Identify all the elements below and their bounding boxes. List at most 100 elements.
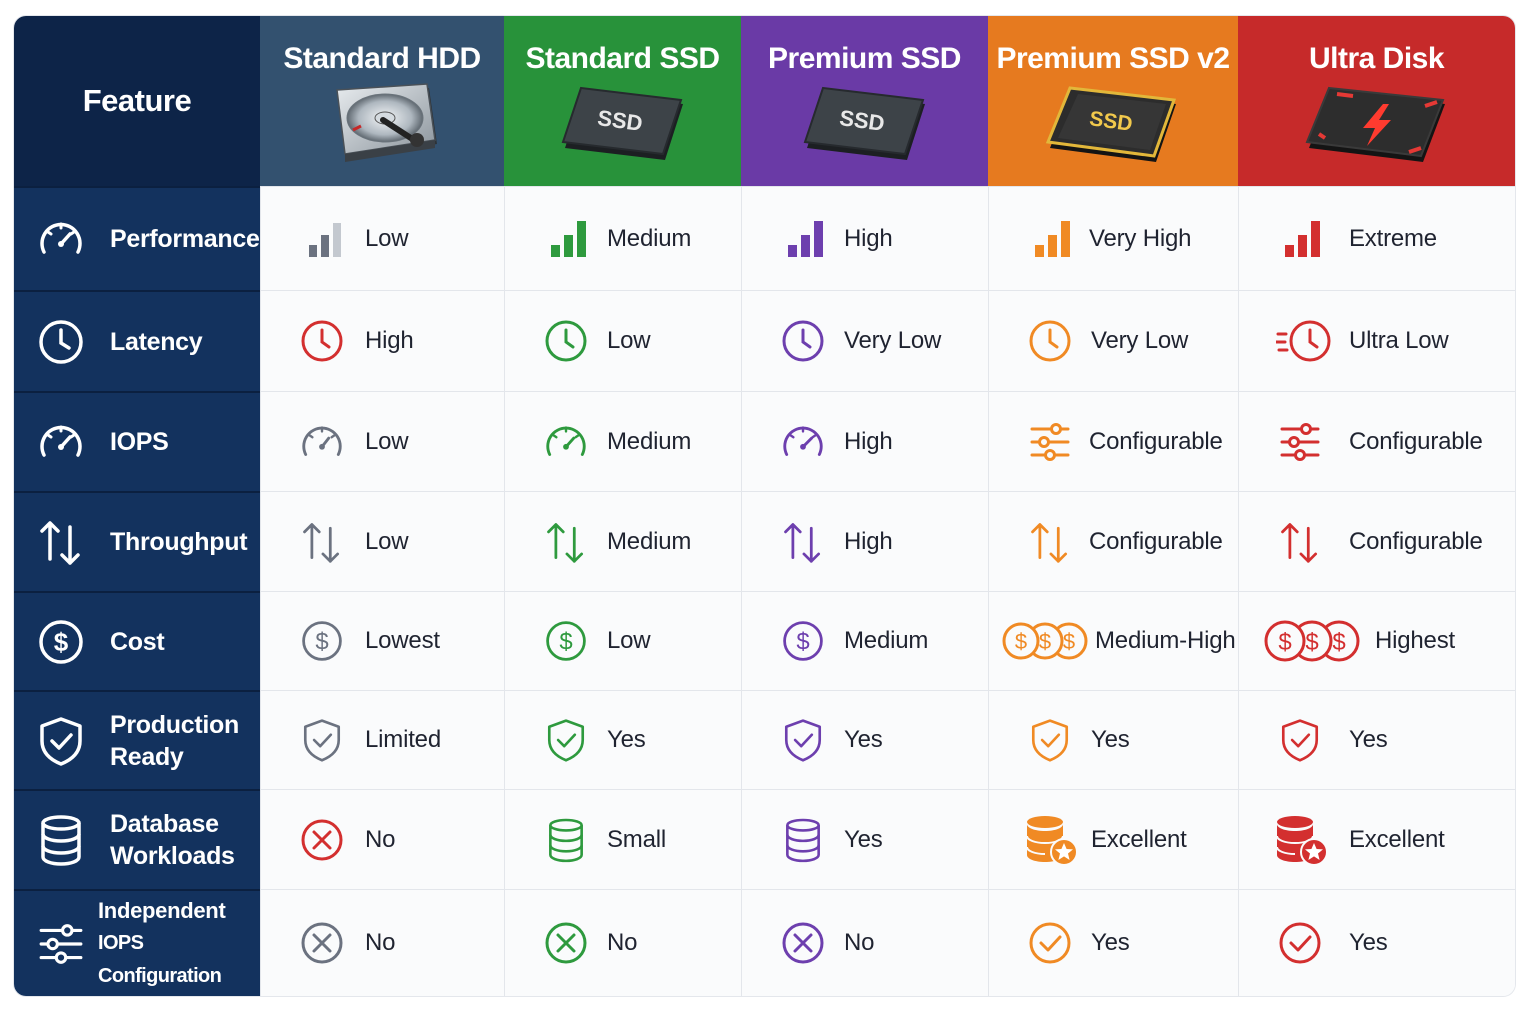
ssd-label: SSD [837, 105, 885, 136]
dollar-icon: $ [36, 617, 86, 667]
cell-value: Medium-High [1095, 627, 1236, 654]
up-down-arrows-icon [541, 517, 591, 567]
row-label-database-workloads: Database Workloads [14, 789, 260, 889]
cell-value: Very Low [844, 327, 942, 354]
cell-value: High [844, 224, 893, 252]
cell-latency-ultra-disk: Ultra Low [1238, 290, 1515, 391]
cell-production-ready-ultra-disk: Yes [1238, 690, 1515, 789]
shield-check-icon [1025, 715, 1075, 765]
cell-independent-iops-premium-ssd-v2: Yes [988, 889, 1238, 996]
row-label-independent-iops-configuration: Independent IOPS Configuration [14, 889, 260, 996]
cell-value: Low [365, 224, 409, 252]
cell-value: Yes [844, 726, 883, 753]
clock-icon [36, 317, 86, 367]
svg-text:$: $ [315, 628, 328, 655]
row-label-cost: $ Cost [14, 591, 260, 690]
cell-value: Extreme [1349, 224, 1437, 252]
row-label-throughput: Throughput [14, 491, 260, 591]
cell-value: Excellent [1091, 825, 1187, 853]
check-circle-icon [1275, 920, 1325, 966]
cell-iops-premium-ssd-v2: Configurable [988, 391, 1238, 491]
svg-text:$: $ [1063, 629, 1075, 654]
cell-value: High [365, 327, 414, 354]
svg-text:$: $ [796, 628, 809, 655]
cell-value: Low [365, 527, 409, 555]
cell-latency-standard-hdd: High [260, 290, 504, 391]
cell-performance-standard-hdd: Low [260, 186, 504, 290]
cell-database-premium-ssd-v2: Excellent [988, 789, 1238, 889]
hdd-icon [336, 83, 437, 162]
shield-check-icon [36, 716, 86, 766]
ssd-label: SSD [595, 105, 643, 136]
row-label-text: Cost [110, 627, 165, 656]
cell-value: Yes [607, 726, 646, 753]
tier-name: Premium SSD v2 [996, 42, 1230, 75]
feature-header: Feature [14, 16, 260, 186]
dollar-icon: $ [297, 618, 347, 664]
row-label-production-ready: Production Ready [14, 690, 260, 789]
row-label-line: Independent [98, 898, 226, 923]
cell-value: No [365, 929, 396, 956]
dollar-icon: $ [541, 618, 591, 664]
cell-production-ready-premium-ssd-v2: Yes [988, 690, 1238, 789]
cell-independent-iops-standard-hdd: No [260, 889, 504, 996]
cell-iops-standard-ssd: Medium [504, 391, 741, 491]
cell-value: No [607, 929, 638, 956]
svg-text:$: $ [1039, 629, 1051, 654]
row-label-line: Production [110, 710, 239, 739]
cell-value: High [844, 427, 893, 455]
cell-value: Low [607, 327, 651, 354]
cell-value: Configurable [1349, 427, 1483, 455]
database-star-icon [1025, 813, 1079, 867]
dollar-icon: $ [778, 618, 828, 664]
row-label-text: Independent IOPS Configuration [98, 895, 260, 992]
cell-latency-premium-ssd-v2: Very Low [988, 290, 1238, 391]
cell-value: Limited [365, 726, 441, 753]
cell-value: Yes [1349, 929, 1388, 956]
sliders-icon [1275, 420, 1325, 464]
ssd-icon: SSD [561, 86, 683, 160]
up-down-arrows-icon [1025, 517, 1075, 567]
cell-value: Yes [1349, 726, 1388, 753]
cell-value: High [844, 527, 893, 555]
cell-throughput-standard-ssd: Medium [504, 491, 741, 591]
row-label-text: Database Workloads [110, 808, 235, 872]
database-icon [36, 815, 86, 866]
row-label-line: IOPS Configuration [98, 932, 222, 987]
row-label-performance: Performance [14, 186, 260, 290]
x-circle-icon [778, 920, 828, 966]
up-down-arrows-icon [1275, 517, 1325, 567]
gauge-icon [36, 417, 86, 467]
cell-value: Very High [1089, 224, 1192, 252]
cell-value: Yes [1091, 726, 1130, 753]
cell-value: Yes [1091, 929, 1130, 956]
dollar-triple-icon: $ $ $ [1263, 619, 1361, 663]
bars-3-icon [778, 219, 838, 259]
x-circle-icon [541, 920, 591, 966]
cell-iops-standard-hdd: Low [260, 391, 504, 491]
cell-database-standard-hdd: No [260, 789, 504, 889]
cell-value: Low [365, 427, 409, 455]
bars-3-icon [541, 219, 601, 259]
cell-throughput-premium-ssd: High [741, 491, 988, 591]
sliders-icon [36, 919, 86, 969]
row-label-text: IOPS [110, 428, 169, 456]
cell-value: Ultra Low [1349, 327, 1449, 354]
cell-value: Low [607, 627, 651, 654]
cell-database-premium-ssd: Yes [741, 789, 988, 889]
cell-value: Configurable [1089, 527, 1223, 555]
database-star-icon [1275, 813, 1329, 867]
up-down-arrows-icon [297, 517, 347, 567]
tier-header-standard-hdd: Standard HDD [260, 16, 504, 186]
cell-value: Medium [607, 527, 692, 555]
tier-header-premium-ssd-v2: Premium SSD v2 SSD [988, 16, 1238, 186]
cell-value: Excellent [1349, 825, 1445, 853]
cell-production-ready-standard-ssd: Yes [504, 690, 741, 789]
ssd-gold-icon: SSD [1045, 86, 1177, 162]
cell-cost-standard-hdd: $ Lowest [260, 591, 504, 690]
shield-check-icon [1275, 715, 1325, 765]
tier-header-premium-ssd: Premium SSD SSD [741, 16, 988, 186]
row-label-latency: Latency [14, 290, 260, 391]
ultra-disk-icon [1305, 86, 1445, 162]
cell-value: Small [607, 825, 667, 853]
